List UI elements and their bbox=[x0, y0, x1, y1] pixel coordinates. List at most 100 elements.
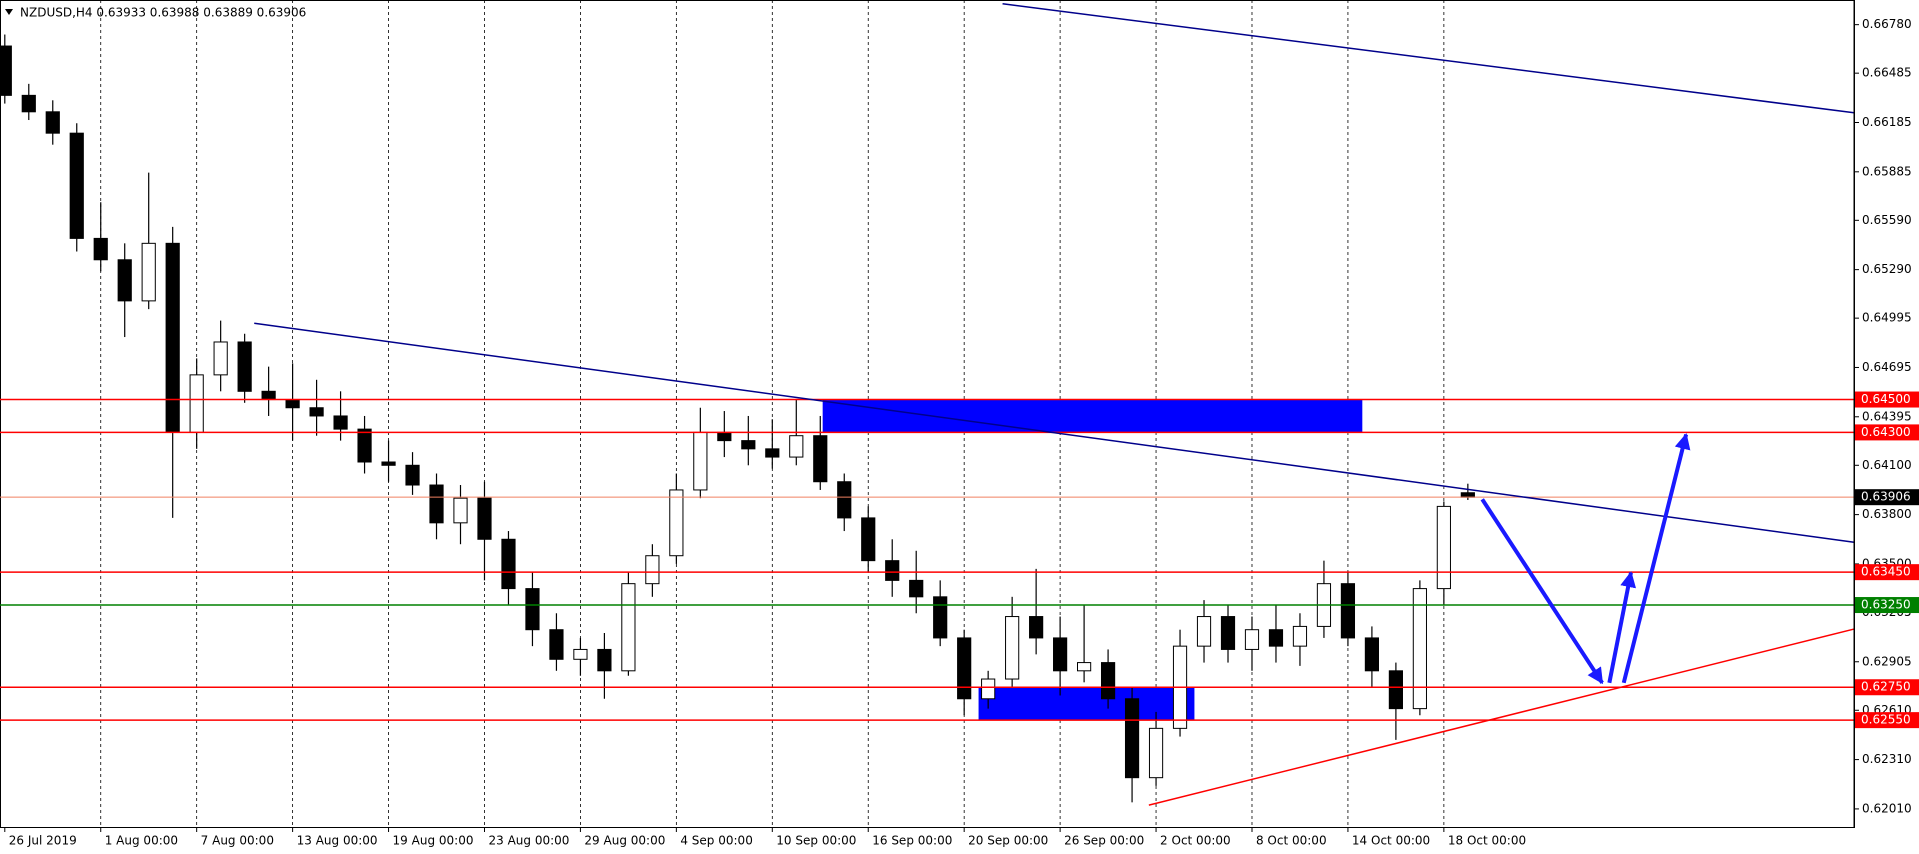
candle-body bbox=[1244, 629, 1260, 650]
level-label: 0.64500 bbox=[1861, 392, 1911, 406]
candle-body bbox=[765, 448, 780, 458]
candle-body bbox=[0, 45, 12, 96]
level-label-bg bbox=[1855, 564, 1919, 581]
candle-body bbox=[285, 399, 300, 409]
candle-body bbox=[1268, 629, 1284, 647]
level-label-bg bbox=[1855, 597, 1919, 614]
zone bbox=[822, 399, 1363, 433]
y-tick-label: 0.65590 bbox=[1862, 213, 1912, 227]
candle-body bbox=[1148, 727, 1164, 779]
y-tick-label: 0.62905 bbox=[1862, 654, 1912, 668]
candle-body bbox=[69, 132, 84, 239]
candle-body bbox=[237, 341, 252, 392]
x-tick-label: 4 Sep 00:00 bbox=[680, 834, 752, 848]
candle-body bbox=[1124, 698, 1140, 779]
candle-body bbox=[957, 637, 972, 700]
y-tick-label: 0.64100 bbox=[1862, 458, 1912, 472]
x-tick-label: 13 Aug 00:00 bbox=[297, 834, 378, 848]
objects-layer bbox=[822, 399, 1363, 721]
x-tick-label: 29 Aug 00:00 bbox=[584, 834, 665, 848]
zone bbox=[978, 687, 1195, 721]
x-tick-label: 18 Oct 00:00 bbox=[1448, 834, 1526, 848]
candles-layer bbox=[0, 34, 1475, 803]
menu-triangle[interactable] bbox=[5, 9, 13, 15]
candle-body bbox=[1292, 625, 1308, 647]
x-tick-label: 20 Sep 00:00 bbox=[968, 834, 1048, 848]
candle-body bbox=[1340, 583, 1356, 639]
y-tick-label: 0.64395 bbox=[1862, 409, 1912, 423]
candle-body bbox=[525, 588, 540, 631]
level-label-bg bbox=[1855, 679, 1919, 696]
x-tick-label: 2 Oct 00:00 bbox=[1160, 834, 1231, 848]
x-tick-label: 1 Aug 00:00 bbox=[105, 834, 178, 848]
arrow bbox=[1607, 571, 1637, 684]
y-tick-label: 0.66185 bbox=[1862, 115, 1912, 129]
trendline bbox=[254, 322, 1855, 543]
candle-body bbox=[1412, 588, 1427, 710]
axis-layer: 26 Jul 2019 1 Aug 00:00 7 Aug 00:00 13 Aug … bbox=[4, 0, 1919, 848]
x-tick-label: 26 Jul 2019 bbox=[9, 834, 77, 848]
y-tick-label: 0.64995 bbox=[1862, 311, 1912, 325]
candle-body bbox=[981, 678, 996, 700]
arrow bbox=[1621, 432, 1691, 684]
candle-body bbox=[813, 435, 828, 483]
y-tick-label: 0.65290 bbox=[1862, 262, 1912, 276]
candle-body bbox=[1029, 616, 1044, 639]
candle-body bbox=[741, 440, 756, 450]
candle-body bbox=[405, 464, 420, 486]
level-label-bg bbox=[1855, 391, 1919, 408]
level-label-bg bbox=[1855, 424, 1919, 441]
candle-body bbox=[93, 237, 108, 261]
candle-body bbox=[861, 517, 876, 562]
lines-layer bbox=[0, 3, 1855, 806]
y-tick-label: 0.65885 bbox=[1862, 164, 1912, 178]
candle-body bbox=[621, 583, 636, 672]
x-tick-label: 16 Sep 00:00 bbox=[872, 834, 952, 848]
candle-body bbox=[1196, 616, 1212, 647]
level-label: 0.62750 bbox=[1861, 680, 1911, 694]
candle-body bbox=[501, 538, 516, 590]
candle-body bbox=[837, 481, 852, 519]
candle-body bbox=[789, 435, 804, 458]
candle-body bbox=[381, 461, 396, 466]
candle-body bbox=[429, 484, 444, 524]
candle-body bbox=[477, 497, 492, 540]
y-tick-label: 0.66485 bbox=[1862, 66, 1912, 80]
candle-body bbox=[573, 648, 588, 660]
x-tick-label: 23 Aug 00:00 bbox=[488, 834, 569, 848]
price-label-bg bbox=[1855, 489, 1919, 506]
candle-body bbox=[645, 555, 660, 585]
candle-body bbox=[21, 94, 36, 113]
y-tick-label: 0.62310 bbox=[1862, 752, 1912, 766]
price-label: 0.63906 bbox=[1861, 490, 1911, 504]
y-tick-label: 0.64695 bbox=[1862, 360, 1912, 374]
candle-body bbox=[453, 497, 468, 524]
candle-body bbox=[309, 407, 324, 417]
candle-body bbox=[693, 431, 708, 491]
level-label: 0.63450 bbox=[1861, 565, 1911, 579]
candle-body bbox=[141, 242, 156, 302]
candle-body bbox=[1077, 662, 1092, 672]
x-tick-label: 19 Aug 00:00 bbox=[393, 834, 474, 848]
candle-body bbox=[1436, 505, 1451, 590]
candle-body bbox=[1364, 637, 1380, 672]
arrow bbox=[1480, 498, 1604, 685]
candle-body bbox=[933, 596, 948, 639]
x-tick-label: 8 Oct 00:00 bbox=[1256, 834, 1327, 848]
candle-body bbox=[333, 415, 348, 430]
candle-body bbox=[189, 374, 204, 433]
candle-body bbox=[213, 341, 228, 376]
candle-body bbox=[45, 111, 60, 134]
level-label-bg bbox=[1855, 712, 1919, 729]
candle-body bbox=[1460, 492, 1475, 498]
candle-body bbox=[549, 629, 564, 660]
x-tick-label: 7 Aug 00:00 bbox=[201, 834, 274, 848]
y-tick-label: 0.63800 bbox=[1862, 507, 1912, 521]
candle-body bbox=[669, 489, 684, 557]
y-tick-label: 0.62010 bbox=[1862, 801, 1912, 815]
x-tick-label: 26 Sep 00:00 bbox=[1064, 834, 1144, 848]
candle-body bbox=[885, 560, 900, 581]
candle-body bbox=[117, 259, 132, 302]
y-tick-label: 0.66780 bbox=[1862, 17, 1912, 31]
